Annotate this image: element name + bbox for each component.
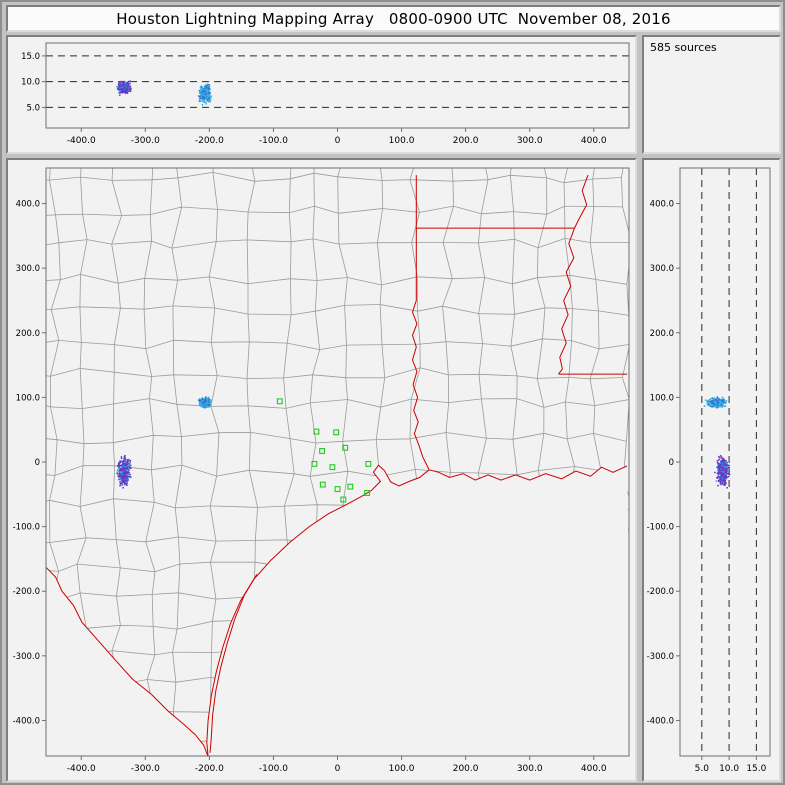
altitude-ns-plot[interactable]: 5.0 10.0 15.0 400.0 300.0 200.0 100.0 0 -100.0 -2… (644, 160, 779, 780)
svg-text:0: 0 (335, 764, 341, 774)
svg-text:100.0: 100.0 (389, 136, 415, 146)
svg-text:-300.0: -300.0 (647, 652, 674, 662)
svg-text:400.0: 400.0 (16, 200, 40, 210)
window-title: Houston Lightning Mapping Array 0800-090… (116, 9, 671, 28)
svg-text:5.0: 5.0 (695, 764, 710, 774)
plan-view-map[interactable]: -400.0 -300.0 -200.0 -100.0 0 100.0 200.0 300.0… (8, 160, 635, 780)
title-bar: Houston Lightning Mapping Array 0800-090… (6, 5, 781, 32)
svg-text:400.0: 400.0 (581, 764, 607, 774)
svg-text:-100.0: -100.0 (259, 136, 288, 146)
mexico-area (46, 567, 208, 756)
svg-text:0: 0 (669, 458, 674, 468)
svg-text:10.0: 10.0 (719, 764, 739, 774)
svg-text:15.0: 15.0 (21, 52, 40, 62)
svg-text:15.0: 15.0 (746, 764, 766, 774)
svg-text:200.0: 200.0 (453, 136, 479, 146)
border-tx_la_ar (411, 175, 430, 471)
source-count-label: 585 sources (650, 41, 717, 54)
svg-text:200.0: 200.0 (16, 329, 40, 339)
svg-text:300.0: 300.0 (16, 264, 40, 274)
svg-text:0: 0 (335, 136, 341, 146)
border-rio_grande (46, 566, 209, 756)
altitude-ew-panel: -400.0 -300.0 -200.0 -100.0 0 100.0 200.0 300.0… (6, 35, 637, 154)
svg-text:-300.0: -300.0 (131, 136, 160, 146)
svg-text:300.0: 300.0 (517, 764, 543, 774)
svg-text:300.0: 300.0 (517, 136, 543, 146)
svg-text:300.0: 300.0 (650, 264, 674, 274)
svg-text:-100.0: -100.0 (647, 523, 674, 533)
svg-text:-400.0: -400.0 (647, 716, 674, 726)
svg-text:200.0: 200.0 (650, 329, 674, 339)
svg-text:-400.0: -400.0 (67, 136, 96, 146)
border-coastline (206, 464, 628, 756)
lightning-sources (116, 396, 213, 489)
svg-text:-100.0: -100.0 (259, 764, 288, 774)
sources-panel: 585 sources (642, 35, 781, 154)
map-panel: -400.0 -300.0 -200.0 -100.0 0 100.0 200.0 300.0… (6, 158, 637, 782)
svg-text:-300.0: -300.0 (131, 764, 160, 774)
svg-text:-300.0: -300.0 (13, 652, 40, 662)
svg-text:5.0: 5.0 (26, 103, 40, 113)
gulf-of-mexico (206, 465, 629, 756)
svg-text:-200.0: -200.0 (195, 764, 224, 774)
altitude-ew-plot[interactable]: -400.0 -300.0 -200.0 -100.0 0 100.0 200.0 300.0… (8, 37, 635, 152)
svg-text:-400.0: -400.0 (13, 716, 40, 726)
lma-stations (276, 398, 372, 503)
svg-text:0: 0 (35, 458, 40, 468)
svg-text:100.0: 100.0 (16, 393, 40, 403)
border-laguna_madre (209, 574, 258, 753)
altitude-ns-panel: 5.0 10.0 15.0 400.0 300.0 200.0 100.0 0 -100.0 -2… (642, 158, 781, 782)
svg-text:-200.0: -200.0 (647, 587, 674, 597)
svg-text:400.0: 400.0 (650, 200, 674, 210)
lightning-sources (703, 396, 731, 489)
svg-text:10.0: 10.0 (21, 78, 40, 88)
svg-text:-200.0: -200.0 (195, 136, 224, 146)
svg-text:100.0: 100.0 (650, 393, 674, 403)
border-mississippi_river (558, 174, 589, 375)
svg-text:-200.0: -200.0 (13, 587, 40, 597)
svg-text:200.0: 200.0 (453, 764, 479, 774)
lightning-sources (116, 80, 213, 106)
svg-text:100.0: 100.0 (389, 764, 415, 774)
svg-text:400.0: 400.0 (581, 136, 607, 146)
state-borders (46, 174, 628, 756)
svg-text:-100.0: -100.0 (13, 523, 40, 533)
svg-text:-400.0: -400.0 (67, 764, 96, 774)
